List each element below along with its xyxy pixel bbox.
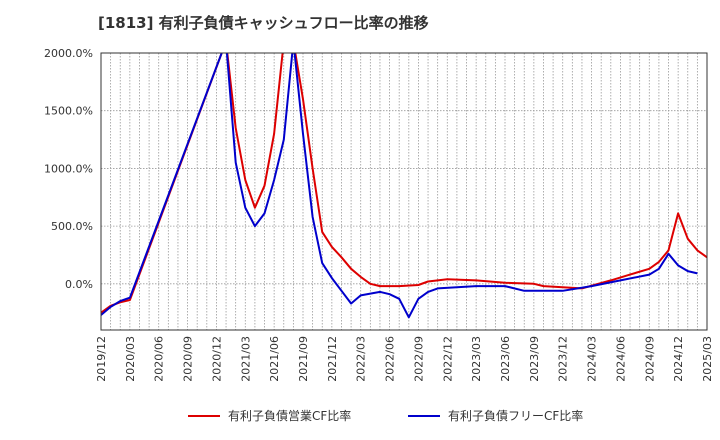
x-tick-label: 2021/03 — [239, 336, 252, 382]
x-tick-label: 2024/12 — [672, 336, 685, 382]
y-tick-label: 1000.0% — [44, 162, 93, 175]
x-tick-label: 2023/06 — [499, 336, 512, 382]
x-tick-label: 2023/03 — [470, 336, 483, 382]
x-tick-label: 2019/12 — [95, 336, 108, 382]
grid — [101, 52, 707, 330]
x-tick-label: 2020/09 — [182, 336, 195, 382]
legend-label-2: 有利子負債フリーCF比率 — [448, 408, 583, 423]
x-tick-label: 2020/03 — [124, 336, 137, 382]
y-tick-label: 0.0% — [65, 278, 93, 291]
y-axis-ticks: 0.0% 500.0% 1000.0% 1500.0% 2000.0% — [44, 47, 93, 291]
x-tick-label: 2022/06 — [384, 336, 397, 382]
x-tick-label: 2021/09 — [297, 336, 310, 382]
x-tick-label: 2020/06 — [153, 336, 166, 382]
series-line-2 — [101, 53, 698, 319]
legend: 有利子負債営業CF比率 有利子負債フリーCF比率 — [188, 408, 583, 423]
x-tick-label: 2023/12 — [557, 336, 570, 382]
chart-title: [1813] 有利子負債キャッシュフロー比率の推移 — [98, 14, 429, 32]
y-tick-label: 500.0% — [51, 220, 93, 233]
x-tick-label: 2021/12 — [326, 336, 339, 382]
x-tick-label: 2021/06 — [268, 336, 281, 382]
x-tick-label: 2022/12 — [441, 336, 454, 382]
y-tick-label: 2000.0% — [44, 47, 93, 60]
legend-label-1: 有利子負債営業CF比率 — [228, 408, 351, 423]
x-tick-label: 2023/09 — [528, 336, 541, 382]
x-axis-ticks: 2019/12 2020/03 2020/06 2020/09 2020/12 2021/… — [95, 336, 714, 382]
x-tick-label: 2025/03 — [701, 336, 714, 382]
x-tick-label: 2022/03 — [355, 336, 368, 382]
x-tick-label: 2024/06 — [614, 336, 627, 382]
x-tick-label: 2020/12 — [210, 336, 223, 382]
x-tick-label: 2022/09 — [412, 336, 425, 382]
y-tick-label: 1500.0% — [44, 105, 93, 118]
series-line-1 — [101, 53, 707, 314]
series-lines — [101, 53, 707, 319]
plot-frame — [100, 52, 708, 331]
x-tick-label: 2024/03 — [586, 336, 599, 382]
x-tick-label: 2024/09 — [643, 336, 656, 382]
